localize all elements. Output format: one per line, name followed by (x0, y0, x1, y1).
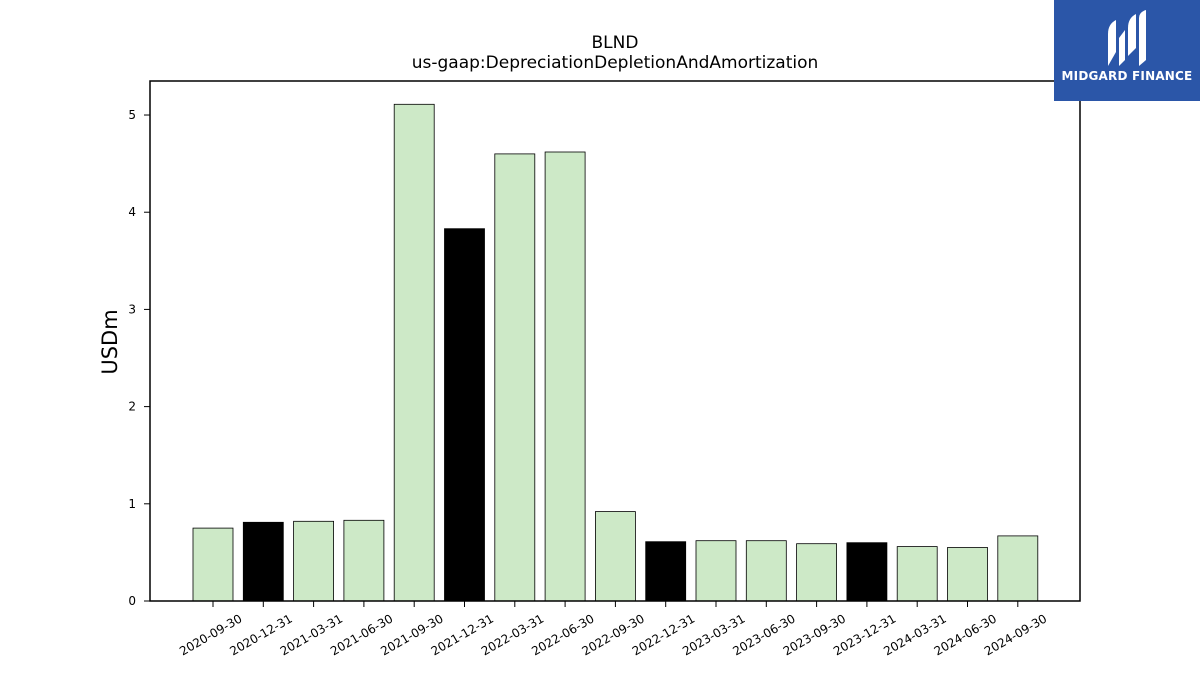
bar-2024-06-30 (947, 547, 988, 602)
y-axis-label: USDm (98, 309, 122, 374)
bar-2022-09-30 (595, 511, 636, 602)
bar-2020-09-30 (192, 527, 234, 602)
y-tick-label: 2 (128, 400, 136, 414)
brand-logo: MIDGARD FINANCE (1054, 0, 1200, 101)
bar-2020-12-31 (242, 521, 284, 602)
bar-2021-03-31 (293, 520, 335, 602)
bar-2024-03-31 (896, 546, 938, 602)
y-tick-label: 1 (128, 497, 136, 511)
y-tick-label: 4 (128, 205, 136, 219)
bar-2021-09-30 (393, 103, 435, 602)
logo-text: MIDGARD FINANCE (1061, 69, 1193, 83)
bars-group (192, 103, 1039, 602)
bar-2023-09-30 (796, 543, 837, 602)
y-tick-label: 0 (128, 594, 136, 608)
chart-subtitle: us-gaap:DepreciationDepletionAndAmortiza… (412, 53, 819, 73)
bar-2021-06-30 (343, 519, 385, 602)
bar-2021-12-31 (444, 228, 485, 602)
chart-title: BLND (592, 33, 639, 53)
bar-2022-03-31 (494, 153, 536, 602)
bar-2023-03-31 (695, 540, 737, 602)
bar-2022-06-30 (544, 151, 586, 602)
logo-mark-icon (1108, 10, 1146, 66)
bar-2022-12-31 (645, 541, 687, 602)
plot-frame (149, 80, 1081, 602)
bar-2024-09-30 (997, 535, 1039, 602)
y-axis-ticks: 0 1 2 3 4 5 (128, 108, 150, 608)
bar-2023-06-30 (745, 540, 787, 602)
bar-2023-12-31 (846, 542, 888, 602)
x-axis-ticks: 2020-09-302020-12-312021-03-312021-06-30… (177, 601, 1049, 658)
y-tick-label: 5 (128, 108, 136, 122)
y-tick-label: 3 (128, 302, 136, 316)
